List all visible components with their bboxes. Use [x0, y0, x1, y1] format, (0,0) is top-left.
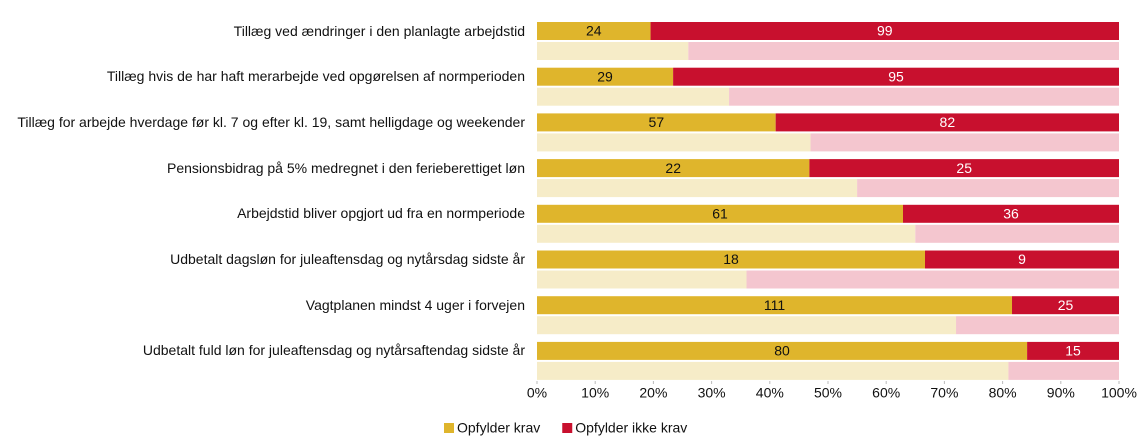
bar-segment	[537, 113, 776, 132]
value-label: 25	[1058, 297, 1074, 313]
bar-segment	[650, 22, 1119, 40]
value-label: 36	[1003, 206, 1019, 222]
bar-segment	[857, 179, 1119, 198]
category-label: Arbejdstid bliver opgjort ud fra en norm…	[237, 205, 525, 222]
x-tick-label: 100%	[1101, 385, 1137, 401]
bar-segment	[537, 67, 674, 86]
x-tick-label: 70%	[930, 385, 958, 401]
bar-segment	[925, 250, 1119, 269]
category-label: Tillæg ved ændringer i den planlagte arb…	[233, 22, 525, 39]
legend-label: Opfylder ikke krav	[575, 420, 687, 436]
value-label: 61	[712, 206, 728, 222]
bar-segment	[1008, 361, 1119, 380]
bar-segment	[1027, 341, 1119, 360]
category-label: Udbetalt dagsløn for juleaftensdag og ny…	[170, 251, 525, 267]
category-label: Tillæg for arbejde hverdage før kl. 7 og…	[17, 113, 525, 130]
bar-segment	[746, 270, 1119, 289]
x-tick-label: 80%	[989, 385, 1017, 401]
bar-segment	[537, 42, 689, 60]
category-label: Pensionsbidrag på 5% medregnet i den fer…	[167, 159, 525, 176]
bar-segment	[729, 87, 1119, 106]
value-label: 82	[940, 114, 956, 130]
bar-segment	[537, 179, 858, 198]
x-tick-label: 30%	[698, 385, 726, 401]
value-label: 80	[774, 343, 790, 359]
x-tick-label: 40%	[756, 385, 784, 401]
x-tick-label: 50%	[814, 385, 842, 401]
x-tick-label: 90%	[1047, 385, 1075, 401]
bar-segment	[915, 224, 1119, 243]
bar-segment	[810, 133, 1119, 152]
bar-segment	[537, 87, 730, 106]
bar-segment	[537, 204, 903, 223]
bar-segment	[903, 204, 1119, 223]
bar-segment	[1012, 296, 1119, 315]
bar-segment	[537, 270, 747, 289]
bar-segment	[537, 22, 651, 40]
bar-segment	[688, 42, 1119, 60]
x-tick-label: 20%	[639, 385, 667, 401]
value-label: 57	[649, 114, 665, 130]
value-label: 24	[586, 23, 602, 39]
x-tick-label: 10%	[581, 385, 609, 401]
bar-segment	[775, 113, 1119, 132]
value-label: 95	[888, 68, 904, 84]
bar-segment	[537, 159, 810, 178]
value-label: 25	[956, 160, 972, 176]
bar-segment	[537, 250, 925, 269]
bar-segment	[537, 296, 1013, 315]
legend-swatch	[444, 423, 454, 433]
bar-segment	[537, 361, 1009, 380]
category-label: Vagtplanen mindst 4 uger i forvejen	[305, 296, 525, 313]
bar-segment	[809, 159, 1119, 178]
bar-segment	[537, 133, 811, 152]
value-label: 99	[877, 23, 893, 39]
x-tick-label: 60%	[872, 385, 900, 401]
category-label: Udbetalt fuld løn for juleaftensdag og n…	[142, 342, 525, 359]
value-label: 111	[764, 297, 785, 313]
bar-segment	[537, 224, 916, 243]
legend-swatch	[562, 423, 573, 433]
value-label: 15	[1065, 343, 1081, 359]
value-label: 9	[1018, 251, 1026, 267]
bar-segment	[673, 67, 1119, 86]
x-tick-label: 0%	[527, 385, 547, 401]
value-label: 18	[723, 251, 739, 267]
value-label: 22	[665, 160, 681, 176]
bar-segment	[537, 316, 957, 335]
legend-label: Opfylder krav	[457, 420, 540, 436]
bar-segment	[537, 341, 1028, 360]
bar-segment	[956, 316, 1119, 335]
category-label: Tillæg hvis de har haft merarbejde ved o…	[106, 68, 525, 85]
value-label: 29	[597, 68, 613, 84]
